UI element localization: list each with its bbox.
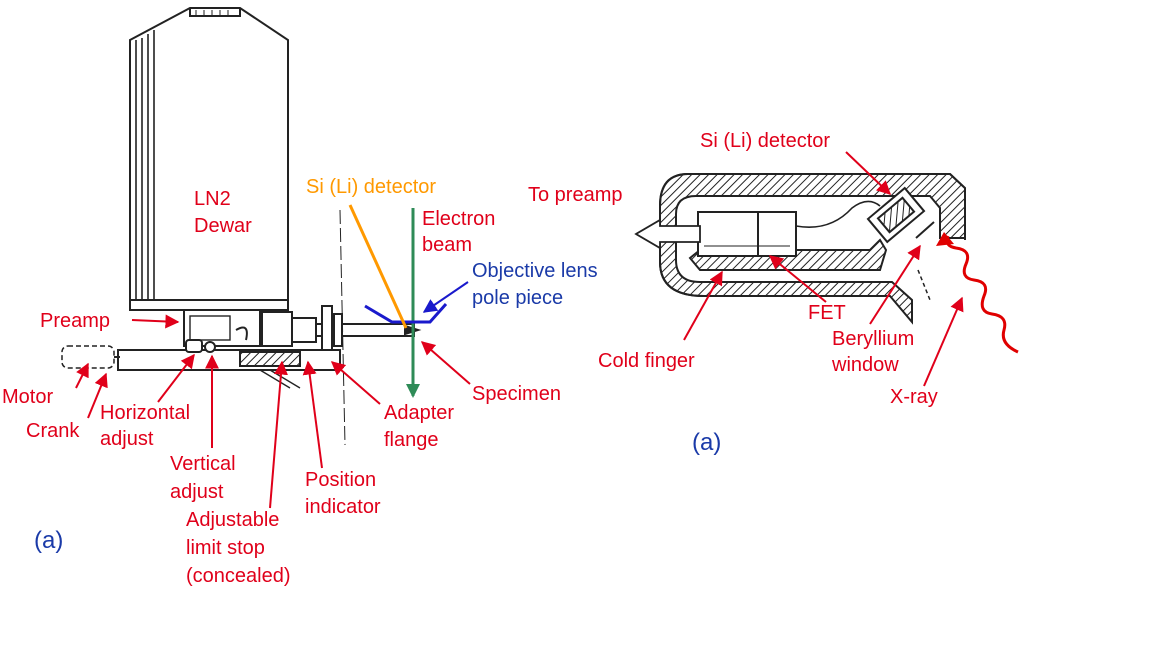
cold-finger-label: Cold finger xyxy=(598,350,695,372)
to-preamp-label: To preamp xyxy=(528,184,623,206)
horizontal-adjust-label: Horizontal adjust xyxy=(100,402,191,450)
electron-beam xyxy=(406,208,420,398)
detector-label-right: Si (Li) detector xyxy=(700,130,831,152)
xray-wave xyxy=(945,235,1019,354)
motor-crank xyxy=(61,345,120,369)
vertical-adjust-label: Vertical adjust xyxy=(170,453,236,503)
right-detector-section xyxy=(634,151,1019,387)
left-leader-arrows xyxy=(75,314,471,509)
objective-pole-piece xyxy=(364,303,448,324)
motor-label: Motor xyxy=(2,386,54,408)
detector-tube xyxy=(315,305,422,353)
crank-label: Crank xyxy=(26,420,80,442)
preamp-housing xyxy=(183,309,317,347)
preamp-label: Preamp xyxy=(40,310,111,332)
left-detector-assembly xyxy=(61,7,471,509)
ln2-dewar xyxy=(129,7,289,311)
panel-letter-right: (a) xyxy=(692,429,722,456)
panel-letter-left: (a) xyxy=(34,527,64,554)
objective-lens-label: Objective lens pole piece xyxy=(472,260,598,309)
si-li-crystal xyxy=(866,186,935,244)
fet-label: FET xyxy=(808,302,846,324)
pole-piece-arrow xyxy=(422,281,469,313)
fet-block xyxy=(697,211,797,257)
detector-line xyxy=(348,204,408,329)
position-indicator-label: Position indicator xyxy=(305,469,381,518)
housing-outline xyxy=(659,173,966,297)
detector-label-left: Si (Li) detector xyxy=(306,176,437,198)
specimen-label: Specimen xyxy=(472,383,561,405)
xray-label: X-ray xyxy=(890,386,938,408)
right-leader-arrows xyxy=(683,151,964,387)
dewar-label: LN2 Dewar xyxy=(194,188,252,237)
limit-stop-label: Adjustable limit stop (concealed) xyxy=(186,509,291,587)
beryllium-window-label: Beryllium window xyxy=(832,328,915,376)
adapter-flange-label: Adapter flange xyxy=(384,402,455,451)
electron-beam-label: Electron beam xyxy=(422,208,496,256)
to-preamp-arrow xyxy=(634,218,701,250)
